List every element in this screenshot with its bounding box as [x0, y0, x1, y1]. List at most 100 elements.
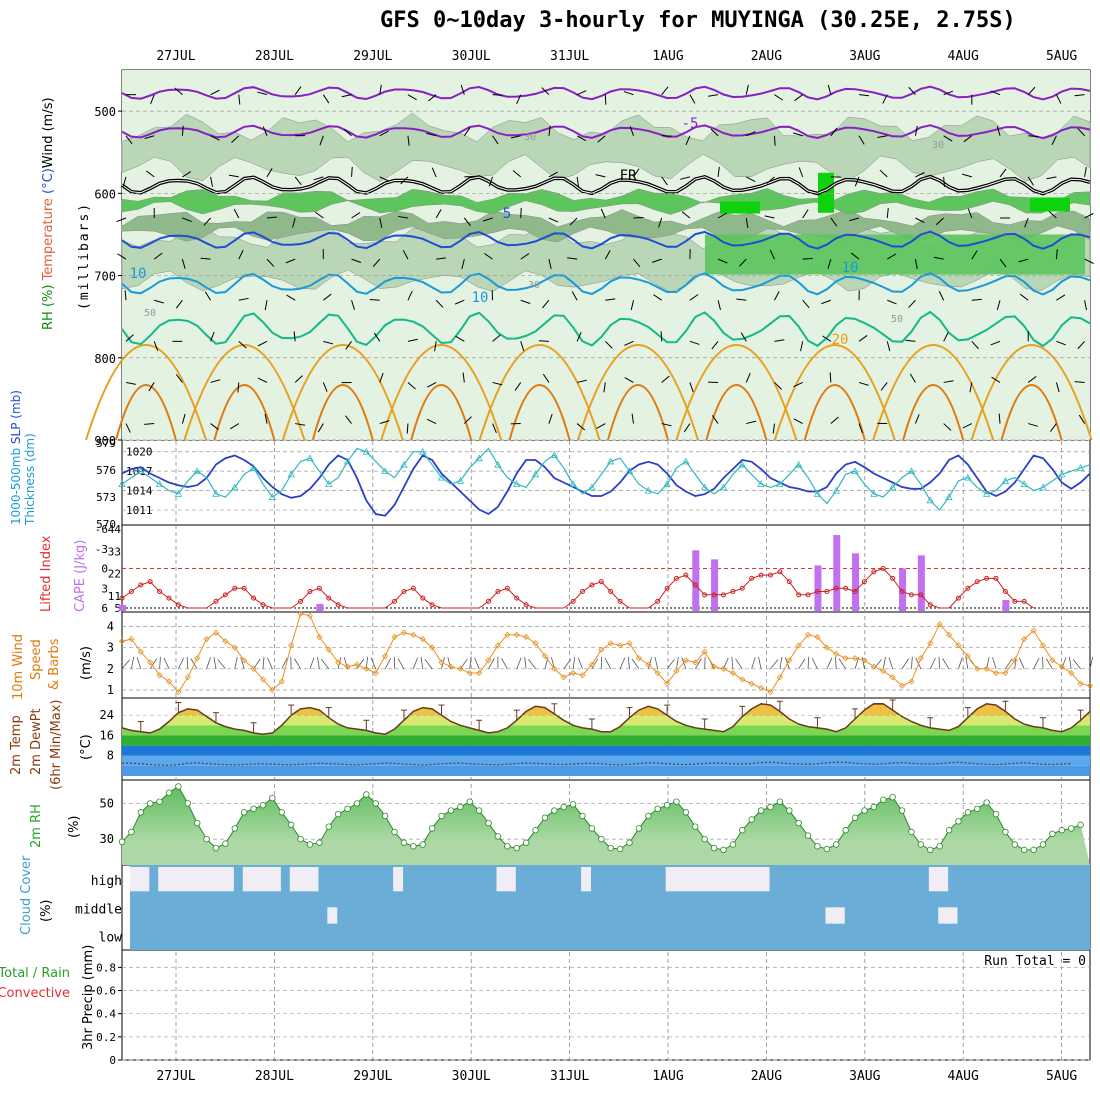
precip-title-convective: Convective [0, 986, 70, 1001]
wind-barb [159, 656, 161, 669]
wind-barb [764, 215, 775, 219]
temp-color-layer [122, 705, 1090, 716]
wind-barb [322, 94, 330, 104]
wind-barb [181, 413, 186, 424]
wind-barb [962, 423, 973, 429]
cloud-panel: high middle low [75, 865, 1090, 950]
axis-title-part: Wind (m/s) [41, 97, 56, 168]
lifted-index-marker [861, 579, 867, 585]
temp-contour-25 [115, 384, 177, 441]
wind-barb [492, 94, 503, 96]
rh-marker [898, 807, 906, 814]
wind-speed-marker [739, 676, 746, 683]
lifted-index-marker [138, 582, 144, 588]
wind-speed-marker [898, 682, 906, 689]
date-label-top: 5AUG [1046, 49, 1077, 64]
wind-barb [455, 335, 465, 342]
slp-marker [813, 490, 822, 497]
wind-barb [131, 656, 135, 669]
wind-speed-marker [382, 652, 389, 660]
wind-barb [731, 656, 734, 669]
wind-barb [908, 299, 916, 308]
slp-marker [550, 451, 558, 458]
wind-barb [345, 415, 352, 424]
rh-marker [710, 844, 718, 852]
slp-marker [625, 467, 634, 475]
wind-speed-marker [551, 665, 558, 672]
wind-speed-marker [222, 638, 229, 645]
wind-barb [150, 94, 155, 105]
temp-contour-20 [281, 344, 404, 441]
wind-barb [835, 656, 837, 669]
wind-barb [915, 217, 925, 223]
wind-barb [829, 372, 832, 383]
slp-marker [738, 460, 746, 468]
wind-barb [1019, 293, 1029, 301]
wind-barb [206, 657, 211, 669]
temp-contour-15 [121, 310, 1091, 348]
slp-marker [851, 467, 859, 475]
wind-barb [1055, 94, 1062, 104]
wind-speed-marker [1049, 657, 1056, 664]
wind-barb [1051, 135, 1057, 145]
wind-barb [154, 299, 164, 304]
wind-barb [379, 420, 390, 425]
lifted-index-marker [147, 579, 153, 585]
slp-marker [1076, 464, 1085, 471]
precip-tick-label: 0 [109, 1054, 116, 1067]
slp-marker [701, 483, 709, 491]
wind-barb [595, 174, 606, 178]
wind-barb [351, 258, 362, 264]
wind-barb [144, 423, 155, 425]
temp-line [121, 703, 1091, 735]
wind-speed-marker [1077, 680, 1084, 687]
high-cloud-cell [289, 867, 300, 892]
wind-barb [745, 84, 749, 95]
lifted-index-marker [673, 575, 679, 581]
wind-speed-marker [974, 665, 981, 672]
high-cloud-cell [675, 867, 685, 892]
wind-barb [257, 377, 268, 383]
wind-barb [153, 252, 163, 260]
slp-marker [870, 490, 878, 497]
wind-barb [717, 212, 727, 219]
wind-speed-marker [588, 661, 595, 668]
lifted-index-marker [410, 585, 416, 591]
wind-barb [163, 657, 170, 669]
wind-barb [233, 208, 240, 219]
wind-barb [463, 217, 472, 227]
wind-speed-marker [654, 669, 661, 677]
temp-contour-20 [970, 344, 1093, 441]
axis-title-part: SLP (mb) [9, 390, 23, 448]
wind-barb [548, 125, 551, 136]
wind-axis-title-1: 10m Wind [11, 634, 26, 700]
cape-tick-label: 11 [108, 590, 121, 603]
rh-marker [513, 844, 520, 852]
wind-barb [295, 423, 306, 426]
wind-barb [257, 340, 268, 347]
high-cloud-cell [176, 867, 187, 892]
lifted-index-marker [392, 598, 398, 604]
high-cloud-cell [684, 867, 695, 892]
wind-barb [683, 423, 691, 433]
wind-barb [264, 300, 268, 311]
wind-barb [597, 135, 606, 143]
wind-barb [436, 257, 447, 260]
wind-speed-marker [353, 661, 361, 668]
wind-axis-title-3: & Barbs [47, 638, 62, 690]
contour-label: 5 [503, 206, 511, 222]
wind-speed-marker [485, 657, 492, 664]
wind-barb [633, 216, 644, 219]
wind-barb [604, 250, 611, 260]
temp-contour-25 [902, 384, 965, 441]
lifted-index-marker [128, 589, 134, 595]
wind-barb [125, 334, 134, 342]
wind-speed-marker [945, 631, 953, 638]
contour-label: -5 [682, 116, 699, 132]
wind-barb [653, 294, 662, 301]
wind-speed-marker [570, 669, 577, 677]
wind-barb [323, 293, 332, 301]
rh-marker [334, 810, 342, 818]
high-cloud-cell [270, 867, 281, 892]
